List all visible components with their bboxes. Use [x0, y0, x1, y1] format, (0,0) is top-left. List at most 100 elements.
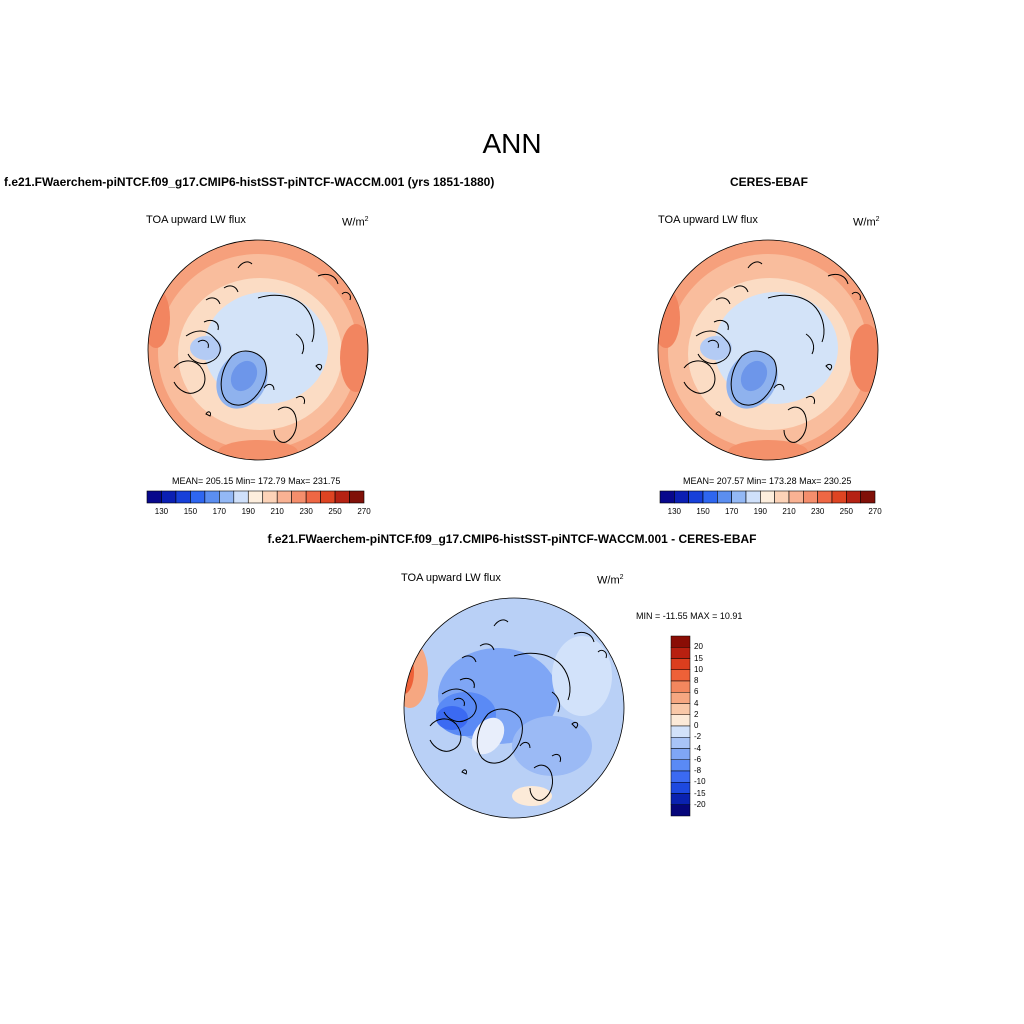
colorbar-box: [233, 490, 249, 504]
coastline: [273, 406, 297, 443]
colorbar-tick-label: 190: [753, 507, 768, 516]
colorbar-box: [262, 490, 278, 504]
colorbar-box: [349, 490, 365, 504]
coastline: [519, 741, 561, 763]
colorbar-tick-label: 230: [299, 507, 313, 516]
colorbar-box: [320, 490, 336, 504]
main-title: ANN: [482, 128, 542, 159]
panel2-stats: MEAN= 207.57 Min= 173.28 Max= 230.25: [683, 476, 852, 486]
coastline: [257, 294, 315, 355]
panel3-colorbar: [670, 635, 691, 817]
coastline: [263, 383, 305, 405]
colorbar-box: [670, 714, 691, 727]
colorbar-box: [204, 490, 220, 504]
colorbar-box: [717, 490, 732, 504]
coastline: [513, 652, 571, 713]
colorbar-tick-label: -15: [694, 788, 706, 798]
panel3-colorbar-labels: 20 15 10 8 6 4 2 0 -2 -4 -6 -8 -10 -15 -20: [694, 636, 724, 816]
colorbar-box: [146, 490, 162, 504]
colorbar-tick-label: 130: [154, 507, 169, 516]
colorbar-box: [659, 490, 675, 504]
field-region: [552, 636, 612, 716]
field-region: [512, 716, 592, 776]
coastline: [220, 350, 267, 406]
colorbar-tick-label: 190: [241, 507, 255, 516]
coastline: [715, 363, 833, 417]
colorbar-box: [670, 692, 691, 704]
colorbar-box: [670, 703, 691, 715]
colorbar-box: [670, 782, 691, 794]
panel1-polar-map: [147, 239, 369, 461]
field-region: [340, 324, 368, 392]
coastline: [573, 631, 607, 659]
colorbar-tick-label: 6: [694, 687, 699, 697]
colorbar-tick-label: 150: [696, 507, 710, 516]
panel1-stats: MEAN= 205.15 Min= 172.79 Max= 231.75: [172, 476, 341, 486]
colorbar-tick-label: 170: [724, 507, 739, 516]
panel2-title: CERES-EBAF: [730, 175, 809, 189]
coastline: [185, 319, 221, 365]
coastline: [441, 677, 477, 723]
colorbar-tick-label: 10: [694, 664, 703, 674]
colorbar-box: [702, 490, 718, 504]
colorbar-box: [190, 490, 206, 504]
colorbar-box: [670, 647, 691, 659]
coastline: [730, 350, 777, 406]
colorbar-box: [219, 490, 235, 504]
field-region: [148, 288, 170, 348]
colorbar-box: [175, 490, 191, 504]
map-border: [657, 239, 879, 461]
colorbar-tick-label: 250: [328, 507, 342, 516]
colorbar-box: [670, 680, 691, 693]
colorbar-tick-label: -8: [694, 766, 702, 775]
colorbar-tick-label: 130: [667, 507, 682, 516]
colorbar-tick-label: 250: [839, 507, 854, 516]
coastline: [683, 360, 716, 394]
colorbar-box: [803, 490, 818, 504]
panel1-title: f.e21.FWaerchem-piNTCF.f09_g17.CMIP6-his…: [4, 175, 495, 189]
panel3-stats: MIN = -11.55 MAX = 10.91: [636, 611, 743, 621]
panel1-colorbar-labels: 130 150 170 190 210 230 250 270: [147, 507, 371, 519]
field-region: [404, 650, 414, 694]
colorbar-tick-label: 4: [694, 698, 699, 708]
colorbar-box: [760, 490, 775, 504]
coastline: [429, 718, 462, 752]
coastline: [317, 273, 351, 301]
coastline: [461, 619, 509, 663]
colorbar-box: [305, 490, 321, 504]
colorbar-tick-label: 2: [694, 709, 699, 719]
colorbar-tick-label: 150: [183, 507, 198, 516]
colorbar-box: [670, 725, 691, 738]
panel3-units: W/m2: [597, 574, 624, 587]
coastline: [476, 708, 523, 764]
colorbar-box: [670, 770, 691, 783]
colorbar-box: [276, 490, 292, 504]
coastline: [695, 319, 731, 365]
colorbar-tick-label: 210: [270, 507, 284, 516]
colorbar-box: [670, 748, 691, 760]
panel2-units: W/m2: [853, 216, 880, 229]
colorbar-box: [688, 490, 704, 504]
colorbar-box: [788, 490, 804, 504]
coastline: [715, 261, 763, 305]
colorbar-box: [670, 793, 691, 805]
colorbar-box: [831, 490, 847, 504]
colorbar-tick-label: -4: [694, 743, 702, 753]
panel3-variable-label: TOA upward LW flux: [401, 572, 501, 584]
colorbar-tick-label: 0: [694, 721, 699, 730]
colorbar-tick-label: 15: [694, 653, 703, 663]
panel2-polar-map: [657, 239, 879, 461]
colorbar-box: [731, 490, 747, 504]
panel2-colorbar: [659, 490, 876, 504]
colorbar-box: [670, 804, 691, 817]
coastline: [461, 721, 579, 775]
colorbar-box: [846, 490, 861, 504]
coastline: [783, 406, 807, 443]
colorbar-tick-label: -20: [694, 799, 706, 809]
field-region: [740, 360, 768, 392]
colorbar-tick-label: -6: [694, 754, 702, 764]
field-region: [436, 706, 468, 730]
colorbar-box: [817, 490, 833, 504]
map-border: [147, 239, 369, 461]
colorbar-tick-label: 270: [868, 507, 882, 516]
